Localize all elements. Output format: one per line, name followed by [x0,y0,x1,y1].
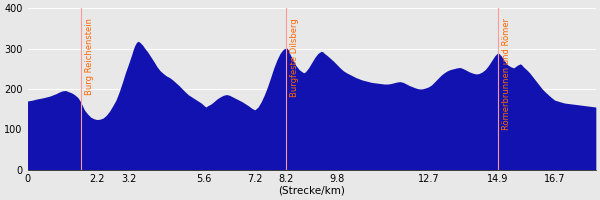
Text: Burgfeste Dilsberg: Burgfeste Dilsberg [290,18,299,97]
Text: Burg Reichenstein: Burg Reichenstein [85,18,94,95]
Text: Römerbrunnen und Römer: Römerbrunnen und Römer [502,18,511,130]
X-axis label: (Strecke/km): (Strecke/km) [278,186,345,196]
